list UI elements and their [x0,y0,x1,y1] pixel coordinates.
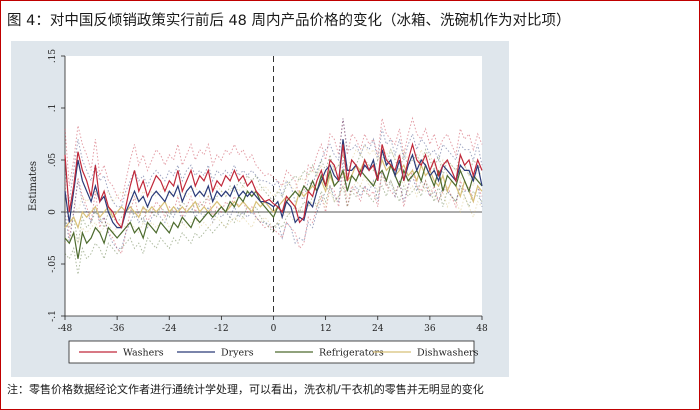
y-tick-label: -.05 [48,255,58,273]
x-tick-label: -12 [214,324,229,334]
series-line-dryers [64,139,483,229]
y-tick-label: 0 [48,209,58,215]
x-tick-label: -48 [58,324,73,334]
ci-upper-washers [64,116,483,203]
figure-note: 注：零售价格数据经论文作者进行通统计学处理，可以看出，洗衣机/干衣机的零售并无明… [7,383,484,396]
chart-legend: Washers Dryers Refrigerators Dishwashers [68,340,479,364]
legend-label-refrigerators: Refrigerators [319,348,384,359]
x-tick-label: 36 [424,324,436,334]
ci-upper-refrigerators [64,148,483,244]
line-chart: -.1 -.05 0 .05 .1 .15 -48 -36 -24 -12 0 12 24 36 48 Est… [28,49,488,364]
legend-label-dryers: Dryers [221,348,254,359]
y-axis-label: Estimates [28,161,39,211]
x-tick-label: 0 [271,324,277,334]
x-tick-label: 48 [476,324,488,334]
series-line-dishwashers [64,158,483,230]
legend-box [68,340,475,364]
legend-label-washers: Washers [123,348,164,359]
ci-lower-refrigerators [64,179,483,275]
series-lines [64,139,483,259]
x-tick-label: -24 [162,324,177,334]
series-line-washers [64,142,483,229]
x-tick-label: -36 [110,324,125,334]
y-tick-label: -.1 [48,310,58,322]
y-tick-label: .15 [48,49,58,64]
x-tick-label: 24 [372,324,384,334]
legend-label-dishwashers: Dishwashers [417,348,479,359]
series-line-refrigerators [64,163,483,259]
y-tick-label: .05 [48,153,58,168]
figure-title: 图 4：对中国反倾销政策实行前后 48 周内产品价格的变化（冰箱、洗碗机作为对比… [7,13,571,29]
ci-lower-dishwashers [64,174,483,245]
x-tick-label: 12 [320,324,331,334]
y-tick-label: .1 [48,104,58,113]
